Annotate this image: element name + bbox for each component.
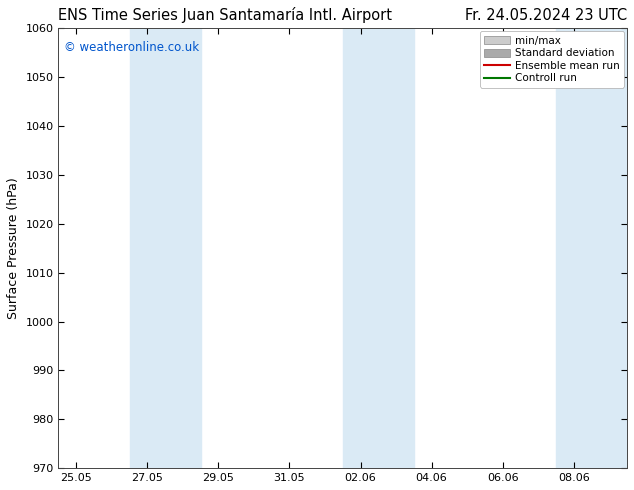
Text: ENS Time Series Juan Santamaría Intl. Airport: ENS Time Series Juan Santamaría Intl. Ai… [58,7,392,23]
Bar [556,28,627,468]
Legend: min/max, Standard deviation, Ensemble mean run, Controll run: min/max, Standard deviation, Ensemble me… [479,31,624,88]
Bar [129,28,200,468]
Y-axis label: Surface Pressure (hPa): Surface Pressure (hPa) [7,177,20,319]
Text: © weatheronline.co.uk: © weatheronline.co.uk [64,42,199,54]
Text: Fr. 24.05.2024 23 UTC: Fr. 24.05.2024 23 UTC [465,8,627,23]
Bar [343,28,414,468]
